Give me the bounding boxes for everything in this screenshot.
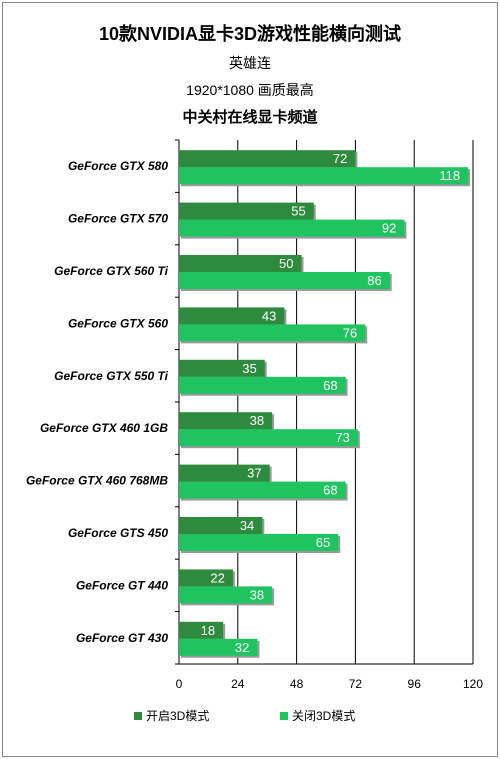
data-label-3d-off: 92 xyxy=(382,221,396,236)
data-label-3d-on: 37 xyxy=(247,466,261,481)
bar-3d-off xyxy=(179,534,339,551)
data-label-3d-on: 34 xyxy=(240,518,254,533)
bar-3d-on xyxy=(179,517,263,534)
category-label: GeForce GTS 450 xyxy=(68,526,168,540)
x-tick-label: 120 xyxy=(463,677,483,691)
data-label-3d-on: 38 xyxy=(250,413,264,428)
bar-3d-off xyxy=(179,272,390,289)
bar-3d-on xyxy=(179,150,356,168)
data-label-3d-on: 72 xyxy=(333,151,347,166)
legend-label-3d-off: 关闭3D模式 xyxy=(292,709,356,723)
bar-3d-on xyxy=(179,359,265,377)
x-tick-label: 96 xyxy=(408,677,422,691)
category-label: GeForce GTX 570 xyxy=(68,212,168,226)
bar-3d-on xyxy=(179,255,302,272)
bar-3d-off xyxy=(179,638,258,656)
data-label-3d-on: 50 xyxy=(279,256,293,271)
bar-3d-off xyxy=(179,167,469,185)
bar-3d-off xyxy=(179,376,346,394)
data-label-3d-on: 43 xyxy=(262,308,276,323)
category-label: GeForce GTX 460 768MB xyxy=(26,474,168,488)
data-label-3d-off: 76 xyxy=(343,325,357,340)
bar-3d-on xyxy=(179,621,224,639)
x-tick-label: 48 xyxy=(290,677,304,691)
game-name: 英雄连 xyxy=(229,55,271,71)
bar-3d-on xyxy=(179,412,273,430)
bar-3d-on xyxy=(179,464,270,482)
legend-swatch-3d-off xyxy=(280,711,288,720)
data-label-3d-off: 68 xyxy=(323,378,337,393)
x-tick-label: 0 xyxy=(176,677,183,691)
bar-3d-on xyxy=(179,307,285,325)
category-label: GeForce GTX 550 Ti xyxy=(54,369,168,383)
legend-swatch-3d-on xyxy=(134,711,142,720)
bar-3d-off xyxy=(179,586,273,604)
category-label: GeForce GTX 560 Ti xyxy=(54,264,168,278)
category-label: GeForce GT 430 xyxy=(76,631,168,645)
bar-3d-off xyxy=(179,219,405,237)
resolution-setting: 1920*1080 画质最高 xyxy=(186,82,314,98)
legend-item-3d-off: 关闭3D模式 xyxy=(280,707,355,724)
category-label: GeForce GTX 560 xyxy=(68,316,168,330)
data-label-3d-off: 38 xyxy=(250,587,264,602)
bar-3d-on xyxy=(179,569,233,587)
data-label-3d-on: 55 xyxy=(291,204,305,219)
category-label: GeForce GTX 460 1GB xyxy=(40,421,168,435)
bar-3d-off xyxy=(179,324,366,342)
data-label-3d-on: 22 xyxy=(210,570,224,585)
category-label: GeForce GT 440 xyxy=(76,578,168,592)
data-label-3d-off: 73 xyxy=(335,430,349,445)
bar-3d-on xyxy=(179,202,314,220)
legend-label-3d-on: 开启3D模式 xyxy=(146,709,210,723)
bar-3d-off xyxy=(179,481,346,499)
source-channel: 中关村在线显卡频道 xyxy=(182,109,318,126)
x-tick-label: 72 xyxy=(349,677,363,691)
data-label-3d-off: 32 xyxy=(235,640,249,655)
data-label-3d-off: 65 xyxy=(316,535,330,550)
category-label: GeForce GTX 580 xyxy=(68,159,168,173)
legend-item-3d-on: 开启3D模式 xyxy=(134,707,209,724)
x-tick-label: 24 xyxy=(231,677,245,691)
data-label-3d-on: 18 xyxy=(201,623,215,638)
data-label-3d-off: 118 xyxy=(439,168,460,183)
chart-title: 10款NVIDIA显卡3D游戏性能横向测试 xyxy=(98,24,402,44)
data-label-3d-off: 86 xyxy=(367,273,381,288)
data-label-3d-on: 35 xyxy=(242,361,256,376)
data-label-3d-off: 68 xyxy=(323,483,337,498)
bar-3d-off xyxy=(179,429,358,447)
